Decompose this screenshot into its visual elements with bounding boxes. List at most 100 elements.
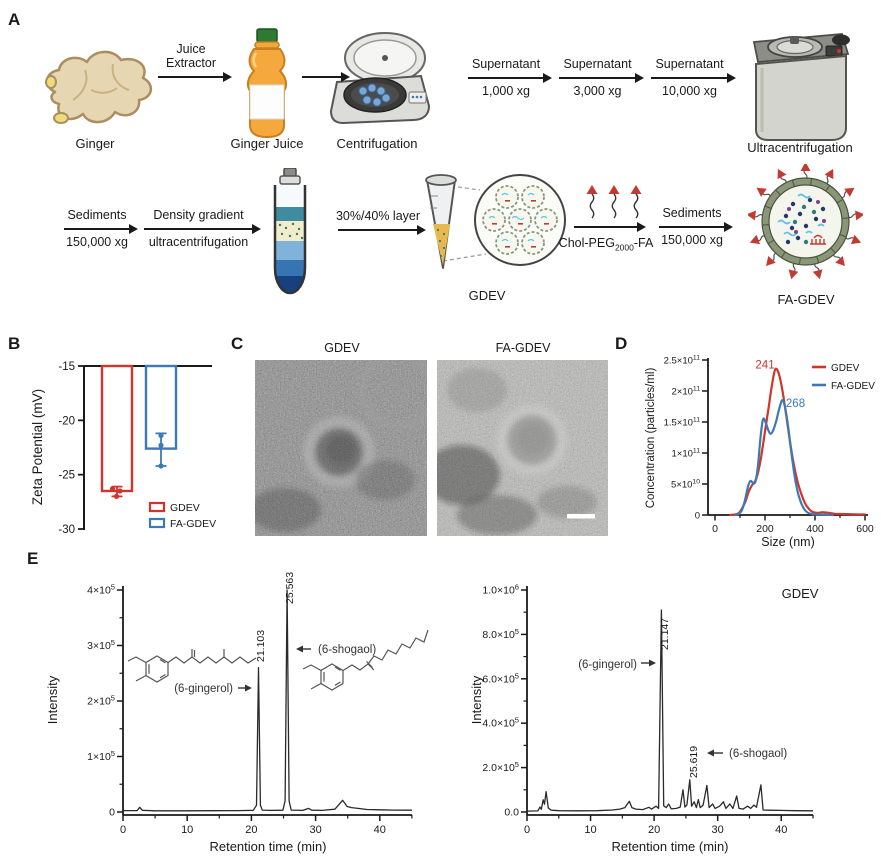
scale-bar bbox=[567, 514, 595, 519]
arrow-sublabel: 10,000 xg bbox=[662, 84, 717, 98]
ginger-label: Ginger bbox=[75, 136, 115, 151]
svg-text:Concentration (particles/ml): Concentration (particles/ml) bbox=[645, 368, 657, 509]
svg-text:30: 30 bbox=[309, 824, 321, 836]
arrow-sublabel: 150,000 xg bbox=[661, 233, 723, 247]
tem-image-fa-gdev bbox=[437, 360, 608, 536]
svg-text:Intensity: Intensity bbox=[469, 675, 484, 724]
density-gradient-tube-icon bbox=[273, 168, 307, 295]
rna-comb-glyph bbox=[810, 234, 826, 245]
fa-gdev-label: FA-GDEV bbox=[777, 292, 835, 307]
svg-text:FA-GDEV: FA-GDEV bbox=[170, 518, 216, 530]
arrowhead bbox=[223, 71, 232, 82]
svg-text:4.0×105: 4.0×105 bbox=[482, 716, 519, 730]
svg-text:Size (nm): Size (nm) bbox=[761, 535, 814, 549]
svg-text:10: 10 bbox=[181, 824, 193, 836]
svg-text:-25: -25 bbox=[58, 470, 75, 482]
arrow-sublabel: 3,000 xg bbox=[573, 84, 622, 98]
panel-label-d: D bbox=[615, 334, 628, 353]
svg-text:30: 30 bbox=[712, 824, 724, 836]
svg-text:40: 40 bbox=[775, 824, 787, 836]
arrowhead bbox=[252, 223, 261, 234]
arrow-chol-peg-fa bbox=[574, 221, 646, 232]
svg-text:4×105: 4×105 bbox=[87, 583, 115, 597]
svg-text:2×1011: 2×1011 bbox=[672, 386, 701, 398]
svg-text:1.5×1011: 1.5×1011 bbox=[664, 417, 701, 429]
juice-bottle-icon bbox=[246, 28, 288, 139]
chol-peg-fa-label: Chol-PEG2000-FA bbox=[558, 236, 654, 253]
arrow-sublabel: ultracentrifugation bbox=[148, 235, 249, 249]
arrowhead bbox=[637, 221, 646, 232]
svg-text:0: 0 bbox=[712, 523, 718, 535]
arrow-supernatant-1000: Supernatant 1,000 xg bbox=[468, 57, 552, 98]
arrowhead bbox=[724, 221, 733, 232]
arrow-sediments-2: Sediments 150,000 xg bbox=[659, 206, 733, 247]
panel-label-c: C bbox=[231, 334, 244, 353]
tem-title-gdev: GDEV bbox=[324, 341, 360, 355]
svg-text:40: 40 bbox=[374, 824, 386, 836]
arrow-label: Supernatant bbox=[471, 57, 541, 72]
svg-text:0: 0 bbox=[524, 824, 530, 836]
svg-text:GDEV: GDEV bbox=[170, 502, 200, 514]
svg-text:-30: -30 bbox=[58, 524, 75, 536]
svg-text:21.147: 21.147 bbox=[659, 618, 671, 650]
svg-text:3×105: 3×105 bbox=[87, 638, 115, 652]
svg-text:FA-GDEV: FA-GDEV bbox=[831, 381, 875, 392]
svg-text:2×105: 2×105 bbox=[87, 694, 115, 708]
centrifugation-label: Centrifugation bbox=[336, 136, 418, 151]
gdev-label: GDEV bbox=[468, 288, 506, 303]
ultracentrifugation-label: Ultracentrifugation bbox=[747, 140, 853, 155]
arrow-label: Sediments bbox=[662, 206, 722, 221]
svg-text:0: 0 bbox=[109, 807, 115, 819]
svg-text:(6-gingerol): (6-gingerol) bbox=[174, 683, 233, 695]
svg-text:268: 268 bbox=[786, 398, 805, 410]
svg-text:5×1010: 5×1010 bbox=[671, 479, 700, 491]
arrow-label: Juice bbox=[176, 41, 206, 56]
svg-text:0.0: 0.0 bbox=[504, 807, 519, 819]
svg-text:10: 10 bbox=[584, 824, 596, 836]
svg-text:2.0×105: 2.0×105 bbox=[482, 760, 519, 774]
gdev-tube-magnifier-icon bbox=[425, 174, 566, 269]
panel-label-b: B bbox=[8, 334, 21, 353]
centrifuge-icon bbox=[329, 32, 431, 125]
svg-text:200: 200 bbox=[756, 523, 774, 535]
svg-text:Intensity: Intensity bbox=[45, 675, 60, 724]
svg-text:(6-gingerol): (6-gingerol) bbox=[578, 659, 637, 671]
ginger-juice-label: Ginger Juice bbox=[230, 136, 304, 151]
tem-title-fa-gdev: FA-GDEV bbox=[495, 341, 551, 355]
arrow-label: Sediments bbox=[67, 208, 127, 223]
svg-text:0: 0 bbox=[695, 511, 700, 522]
svg-text:241: 241 bbox=[755, 360, 774, 372]
svg-text:600: 600 bbox=[856, 523, 874, 535]
tem-image-gdev bbox=[255, 360, 427, 536]
svg-text:6.0×105: 6.0×105 bbox=[482, 671, 519, 685]
arrow-density-gradient: Density gradient ultracentrifugation bbox=[144, 208, 261, 249]
molecule-6-shogaol-structure bbox=[302, 629, 429, 691]
svg-text:1×105: 1×105 bbox=[87, 749, 115, 763]
hplc-chart-hplc_std: 0 10 20 30 40 0 1×105 2×105 3×105 4×105 21.103 25.5… bbox=[45, 572, 413, 854]
chol-peg-fa-lipid-icon bbox=[586, 185, 642, 219]
panel-label-a: A bbox=[8, 10, 21, 29]
arrow-label: Supernatant bbox=[563, 57, 632, 72]
arrowhead bbox=[543, 72, 552, 83]
arrow-30-40-layer: 30%/40% layer bbox=[336, 209, 426, 235]
svg-text:25.563: 25.563 bbox=[284, 572, 296, 604]
arrow-label: Density gradient bbox=[153, 208, 244, 223]
arrowhead bbox=[341, 71, 350, 82]
svg-text:(6-shogaol): (6-shogaol) bbox=[318, 644, 376, 656]
svg-text:21.103: 21.103 bbox=[255, 630, 267, 662]
arrowhead bbox=[727, 72, 736, 83]
svg-text:GDEV: GDEV bbox=[831, 363, 860, 374]
svg-text:400: 400 bbox=[806, 523, 824, 535]
svg-text:1.0×106: 1.0×106 bbox=[482, 583, 519, 597]
molecule-6-gingerol-structure bbox=[127, 649, 257, 683]
svg-text:20: 20 bbox=[245, 824, 257, 836]
fa-gdev-vesicle-icon bbox=[748, 164, 863, 279]
arrowhead bbox=[417, 224, 426, 235]
panel-label-e: E bbox=[27, 549, 39, 568]
svg-text:25.619: 25.619 bbox=[688, 746, 700, 778]
svg-text:0: 0 bbox=[120, 824, 126, 836]
svg-text:8.0×105: 8.0×105 bbox=[482, 627, 519, 641]
zeta-potential-chart: -15 -20 -25 -30 GDEV FA-GDEV Zeta Potential (m… bbox=[30, 361, 216, 536]
arrow-juice-extractor: Juice Extractor bbox=[158, 42, 232, 82]
